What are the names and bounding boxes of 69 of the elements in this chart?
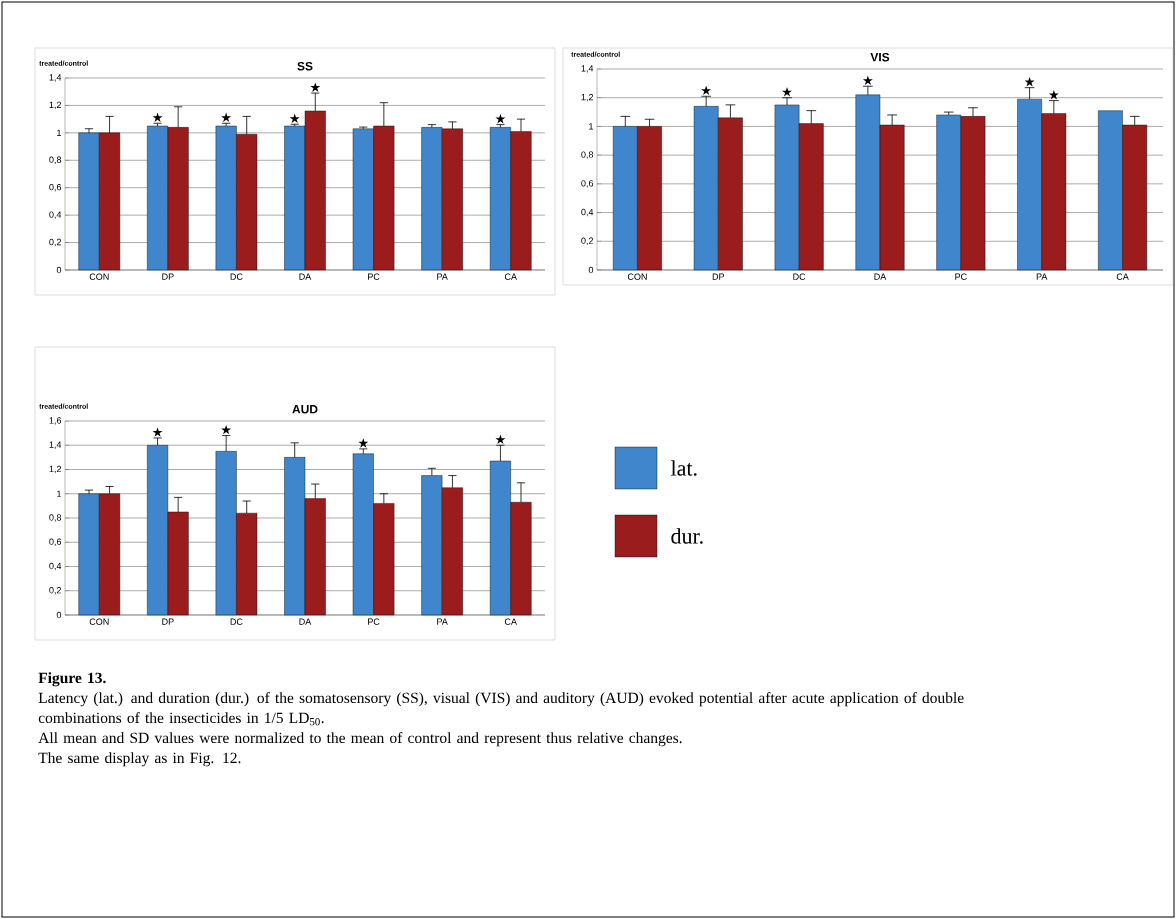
x-tick-label: DC: [230, 273, 243, 280]
annotation: ★: [701, 85, 712, 96]
x-tick-label: CON: [89, 618, 109, 625]
x-tick-label: CA: [1116, 273, 1129, 280]
caption: Figure 13.: [38, 672, 106, 687]
text: Latency (lat.) and duration (dur.) of the somatosensory (SS), visual (VIS) and auditory (AUD) evoked potential after acute application of double combinations of the insecticides in 1/5 LD$_{50}$.: [38, 692, 964, 726]
y-tick-label: 0,8: [581, 151, 594, 159]
y-tick-label: 1,4: [49, 441, 62, 449]
y-tick-label: 0: [56, 611, 62, 619]
x-tick-label: CON: [89, 273, 109, 280]
y-tick-label: 0: [56, 266, 62, 274]
x-tick-label: CA: [504, 618, 517, 625]
y-tick-label: 1,6: [49, 417, 62, 425]
x-tick-label: PA: [1036, 273, 1048, 280]
chart-title: SS: [297, 61, 313, 71]
x-tick-label: PC: [368, 273, 380, 280]
x-tick-label: PC: [955, 273, 967, 280]
y-tick-label: 1,4: [49, 74, 62, 82]
y-tick-label: 0,2: [49, 238, 62, 247]
y-tick-label: 0,6: [581, 180, 594, 188]
text: All mean and SD values were normalized to the mean of control and represent thus relative changes.: [38, 732, 682, 747]
x-tick-label: DC: [793, 273, 806, 280]
annotation: ★: [152, 427, 163, 437]
y-tick-label: 1,2: [49, 465, 62, 474]
annotation: ★: [1048, 89, 1059, 100]
text: The same display as in Fig. 12.: [38, 752, 241, 767]
legend-label: lat.: [670, 460, 697, 476]
x-tick-label: PA: [437, 618, 448, 625]
legend-label: dur.: [671, 528, 703, 544]
x-tick-label: CON: [627, 273, 647, 280]
x-tick-label: PA: [437, 273, 448, 280]
y-tick-label: 0,8: [49, 156, 62, 164]
y-tick-label: 0,2: [49, 587, 62, 595]
x-tick-label: DA: [299, 273, 312, 280]
annotation: ★: [358, 438, 369, 448]
annotation: ★: [495, 113, 506, 124]
y-tick-label: 1,2: [581, 93, 594, 102]
y-tick-label: 0,2: [581, 237, 594, 245]
x-tick-label: DP: [712, 273, 725, 280]
y-tick-label: 1: [57, 490, 62, 497]
annotation: ★: [152, 112, 163, 123]
y-tick-label: 0,4: [581, 208, 594, 217]
y-tick-label: 0: [588, 266, 594, 274]
annotation: ★: [221, 112, 232, 123]
annotation: ★: [782, 87, 792, 97]
x-tick-label: DA: [299, 618, 312, 625]
x-tick-label: DP: [162, 618, 174, 625]
annotation: ★: [221, 424, 232, 435]
x-tick-label: DC: [230, 618, 243, 625]
annotation: ★: [310, 82, 321, 92]
annotation: ★: [495, 434, 506, 445]
y-tick-label: 1: [589, 123, 594, 130]
x-tick-label: DP: [162, 273, 174, 280]
annotation: ★: [289, 113, 300, 124]
y-tick-label: 0,6: [49, 538, 62, 546]
annotation: ★: [862, 75, 873, 86]
chart-title: VIS: [870, 52, 890, 62]
y-tick-label: 0,4: [49, 211, 62, 219]
y-tick-label: 1,2: [49, 101, 62, 110]
y-tick-label: 0,8: [49, 514, 62, 522]
x-tick-label: PC: [368, 618, 380, 625]
y-tick-label: 1: [57, 129, 62, 136]
y-tick-label: 0,4: [49, 562, 62, 571]
x-tick-label: DA: [874, 273, 887, 280]
x-tick-label: CA: [504, 273, 517, 280]
chart-title: AUD: [292, 405, 318, 414]
y-tick-label: 0,6: [49, 183, 62, 192]
y-tick-label: 1,4: [581, 65, 594, 73]
annotation: ★: [1024, 77, 1035, 87]
